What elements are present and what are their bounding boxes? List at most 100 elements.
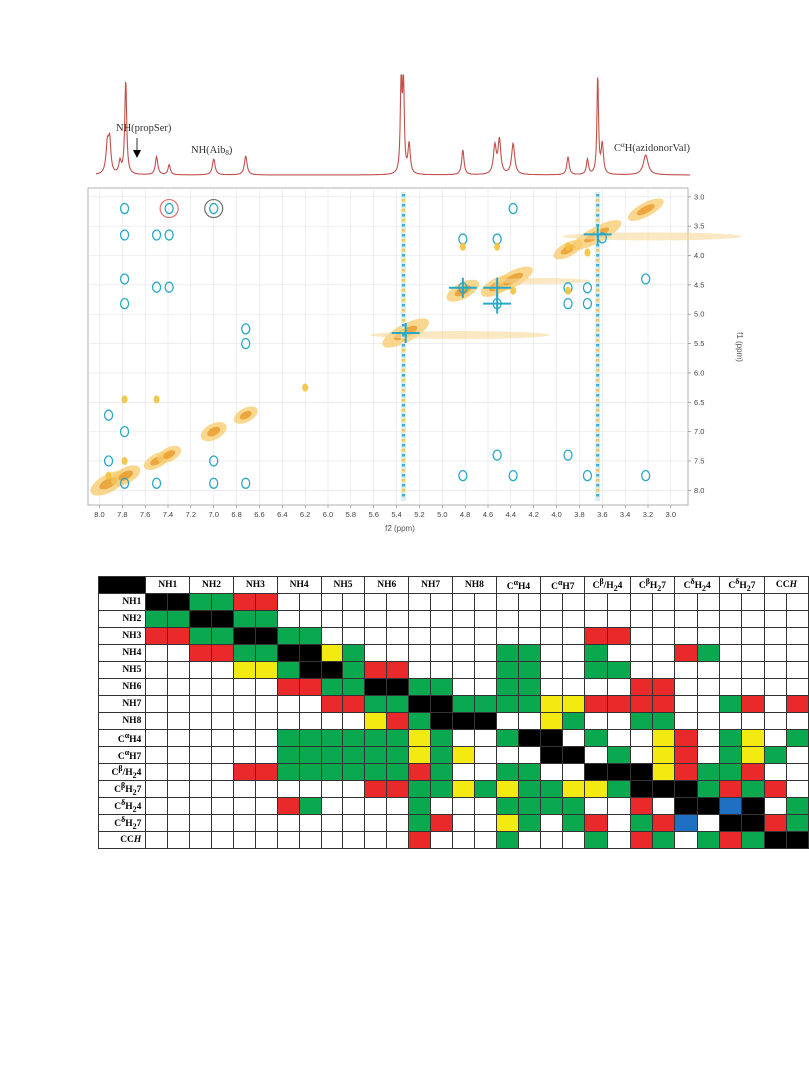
correlation-cell [719, 644, 765, 663]
label-nh-aib8: NH(Aib8) [191, 145, 233, 157]
cell-half [190, 679, 212, 696]
cell-half [430, 730, 452, 747]
correlation-cell [232, 746, 278, 765]
cell-half [211, 628, 233, 645]
cell-half [541, 781, 563, 798]
cell-half [409, 815, 431, 832]
correlation-cell [145, 797, 191, 816]
noise-dot [401, 454, 405, 457]
cell-half [298, 781, 321, 798]
cell-half [342, 815, 365, 832]
cell-half [496, 815, 518, 832]
cell-half [562, 679, 585, 696]
cell-half [541, 662, 563, 679]
cell-half [473, 713, 496, 730]
cell-half [211, 679, 233, 696]
cell-half [254, 815, 277, 832]
cell-half [585, 662, 608, 679]
correlation-cell [189, 831, 234, 850]
cell-half [562, 781, 585, 798]
cell-half [146, 815, 168, 832]
cell-half [342, 713, 365, 730]
noe-peak [459, 242, 466, 251]
cell-half [720, 679, 742, 696]
correlation-cell [145, 746, 191, 765]
roe-peak [151, 281, 162, 293]
cell-half [365, 747, 387, 764]
correlation-cell [145, 763, 191, 782]
correlation-cell [408, 593, 453, 612]
correlation-cell [629, 695, 676, 714]
noise-dot [401, 419, 405, 422]
label-nh-propser: NH(propSer) [116, 123, 172, 134]
correlation-cell [320, 712, 366, 731]
cell-half [473, 628, 496, 645]
cell-half [298, 815, 321, 832]
correlation-cell [320, 644, 366, 663]
cell-half [146, 645, 168, 662]
row-header: NH1 [97, 593, 147, 612]
cell-half [342, 662, 365, 679]
cell-half [365, 798, 387, 815]
correlation-cell [232, 712, 278, 731]
noise-dot [596, 364, 600, 367]
noise-dot [401, 389, 405, 392]
cell-half [473, 696, 496, 713]
cell-half [321, 611, 343, 628]
cell-half [298, 645, 321, 662]
cell-half [764, 696, 786, 713]
cell-half [473, 747, 496, 764]
cell-half [496, 764, 518, 781]
cell-half [430, 832, 452, 849]
cell-half [517, 611, 541, 628]
correlation-cell [189, 763, 234, 782]
cell-half [365, 764, 387, 781]
roe-peak [641, 273, 651, 285]
noise-dot [401, 354, 405, 357]
cell-half [541, 730, 563, 747]
table-row: CδH24 [97, 797, 809, 816]
cell-half [254, 764, 277, 781]
cell-half [211, 798, 233, 815]
cell-half [342, 747, 365, 764]
cell-half [496, 628, 518, 645]
correlation-cell [629, 814, 676, 833]
cell-half [321, 628, 343, 645]
cell-half [496, 798, 518, 815]
cell-half [298, 628, 321, 645]
correlation-cell [495, 661, 542, 680]
cell-half [651, 815, 675, 832]
correlation-cell [584, 746, 631, 765]
cell-half [764, 679, 786, 696]
correlation-cell [495, 644, 542, 663]
noise-dot [401, 484, 405, 487]
circle-red [159, 198, 179, 219]
cell-half [365, 679, 387, 696]
cell-half [386, 713, 409, 730]
cell-half [585, 713, 608, 730]
noise-dot [596, 484, 600, 487]
cell-half [409, 594, 431, 611]
roe-peak [151, 477, 162, 489]
cell-half [651, 696, 675, 713]
noise-dot [401, 254, 405, 257]
cell-half [785, 645, 808, 662]
column-header: NH4 [276, 575, 322, 595]
cell-half [254, 798, 277, 815]
correlation-cell [452, 627, 497, 646]
x-tick-label: 5.6 [368, 510, 378, 519]
cell-half [453, 594, 474, 611]
cell-half [764, 645, 786, 662]
correlation-cell [452, 746, 497, 765]
cell-half [167, 798, 190, 815]
noise-dot [596, 284, 600, 287]
correlation-cell [540, 610, 586, 629]
correlation-cell [364, 712, 410, 731]
cell-half [386, 798, 409, 815]
cell-half [720, 628, 742, 645]
noe-peak [584, 248, 591, 257]
table-row: NH1 [97, 593, 809, 612]
correlation-cell [763, 763, 809, 782]
cell-half [321, 764, 343, 781]
cell-half [562, 611, 585, 628]
